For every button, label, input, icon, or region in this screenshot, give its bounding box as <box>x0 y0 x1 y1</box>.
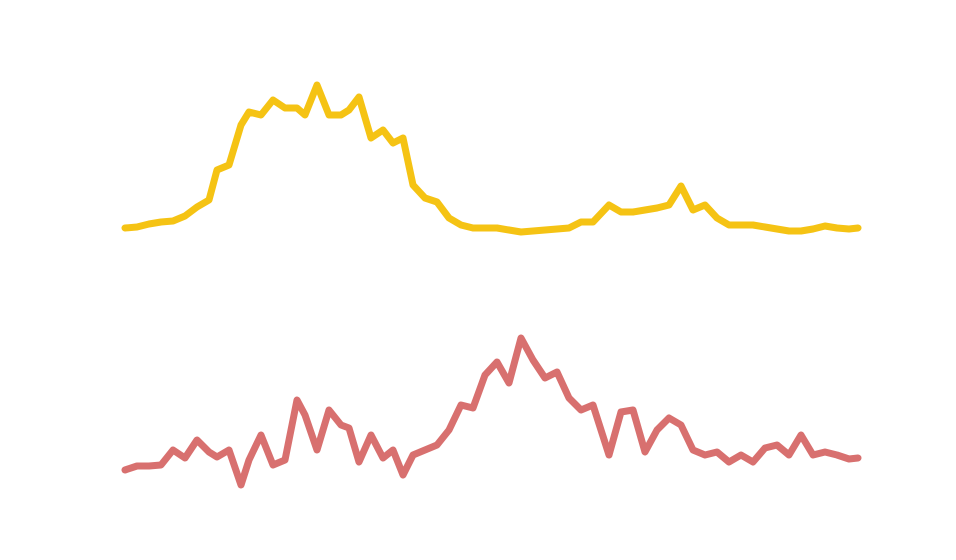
series-line <box>121 334 862 489</box>
series-line <box>121 81 862 236</box>
